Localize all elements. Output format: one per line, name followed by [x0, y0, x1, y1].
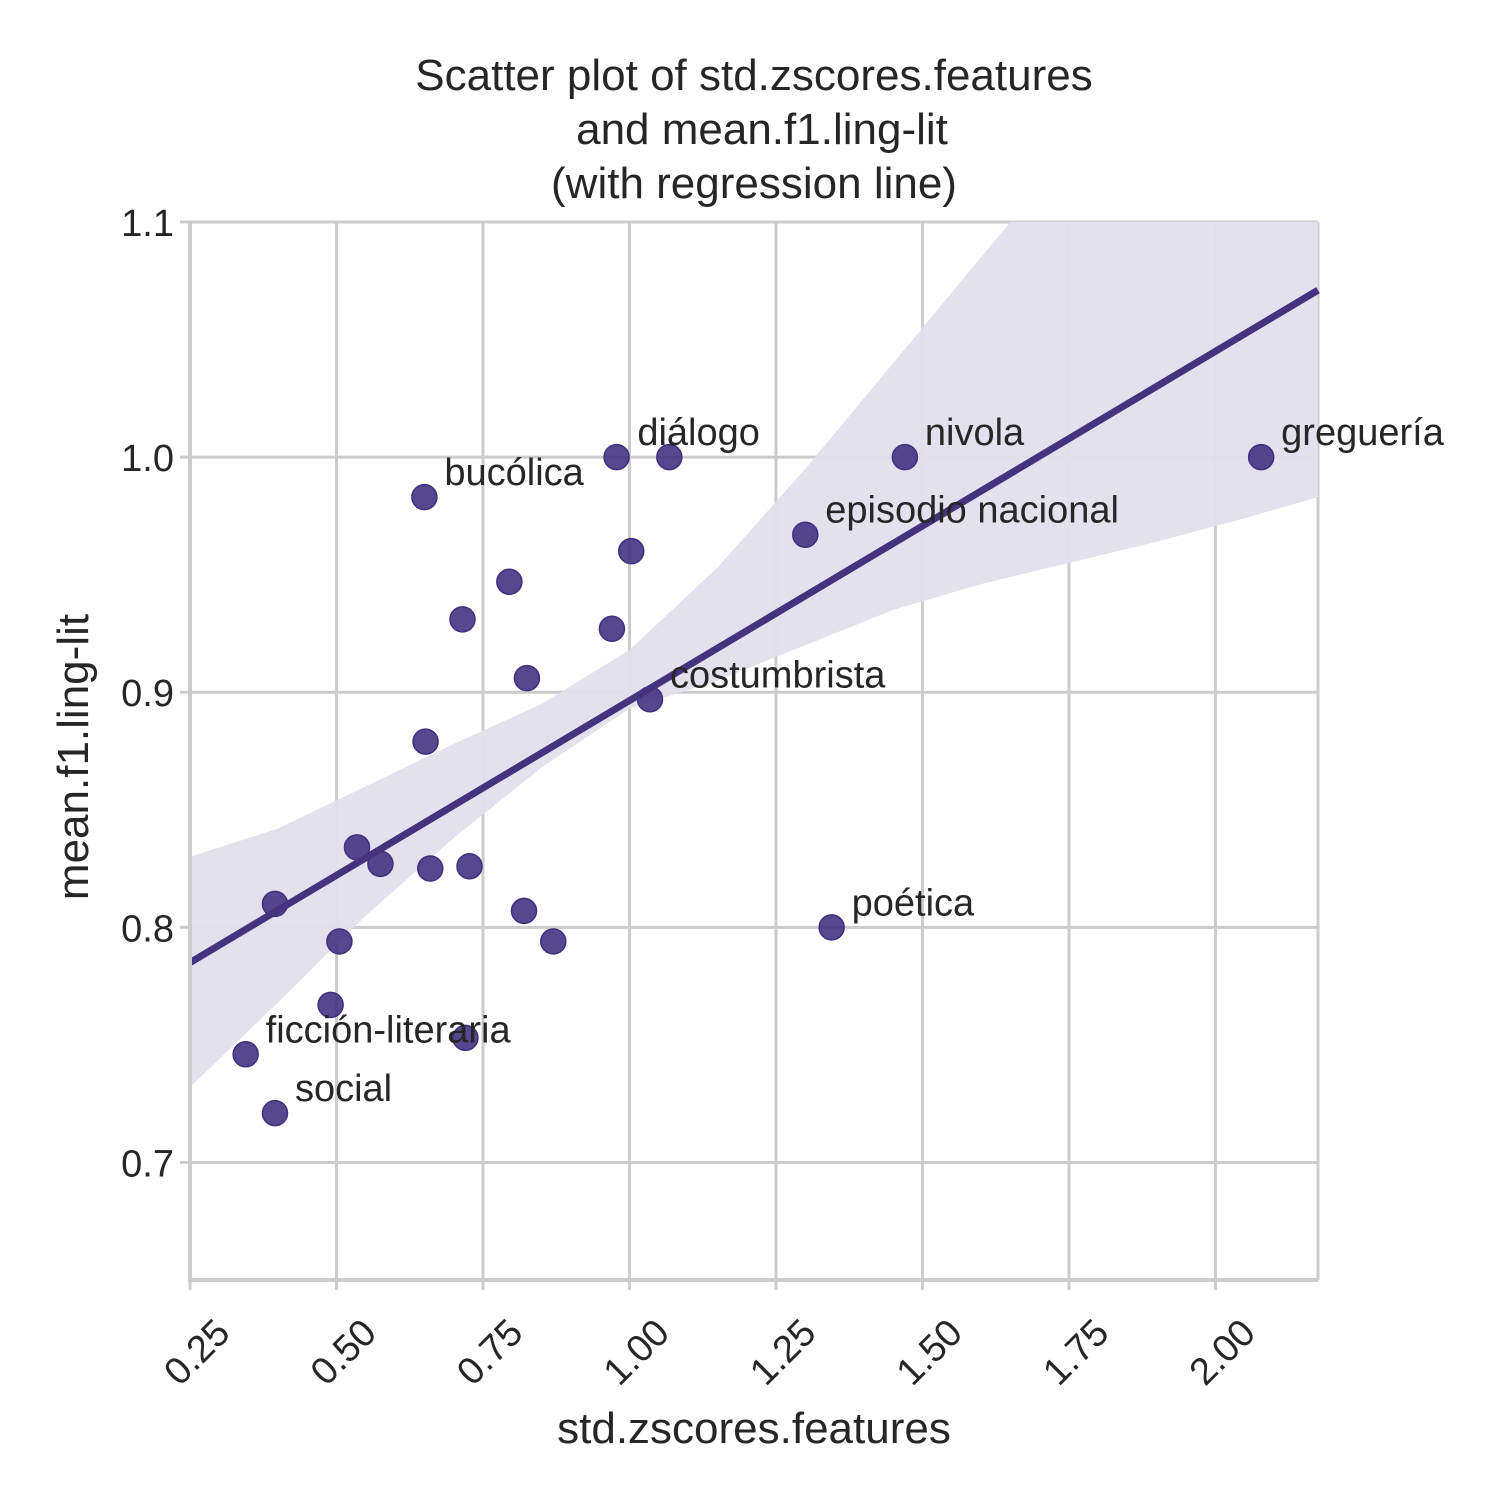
scatter-point	[411, 483, 438, 511]
point-label: diálogo	[637, 412, 760, 454]
x-tick-label: 1.00	[596, 1312, 678, 1394]
regression-line-group	[188, 287, 1320, 966]
scatter-point	[261, 1099, 289, 1127]
regression-line	[188, 287, 1320, 966]
scatter-point	[818, 914, 845, 941]
y-axis-label: mean.f1.ling-lit	[49, 614, 98, 900]
point-label: bucólica	[444, 452, 584, 494]
scatter-point	[617, 537, 645, 565]
scatter-point	[603, 443, 630, 471]
x-tick-label: 0.75	[449, 1312, 531, 1394]
confidence-band	[190, 222, 1318, 1088]
scatter-point	[317, 991, 344, 1019]
scatter-point	[412, 728, 439, 755]
point-label: ficción-literaria	[266, 1009, 512, 1051]
x-tick-labels: 0.25 0.50 0.75 1.00 1.25 1.50 1.75 2.00	[156, 1280, 1264, 1394]
scatter-point	[452, 1024, 479, 1052]
axes	[188, 222, 1318, 1282]
scatter-point	[540, 928, 567, 955]
x-tick-label: 1.25	[742, 1312, 824, 1394]
scatter-point	[449, 606, 476, 633]
point-label: social	[295, 1068, 392, 1110]
scatter-point	[1247, 443, 1275, 471]
scatter-point	[598, 615, 626, 642]
point-label: costumbrista	[670, 654, 886, 696]
scatter-point	[456, 852, 483, 880]
chart-title-line-2: and mean.f1.ling-lit	[576, 105, 948, 154]
x-tick-label: 0.25	[156, 1312, 238, 1394]
x-tick-label: 1.75	[1035, 1312, 1117, 1394]
point-labels: ficción-literaria social bucólica costumbri…	[266, 412, 1445, 1110]
scatter-point	[510, 897, 538, 925]
scatter-point	[232, 1041, 259, 1068]
y-tick-labels: 0.7 0.8 0.9 1.0 1.1	[121, 203, 190, 1185]
chart-title-line-1: Scatter plot of std.zscores.features	[415, 51, 1092, 100]
y-tick-label: 1.1	[121, 203, 174, 245]
y-tick-label: 0.8	[121, 908, 174, 950]
scatter-point	[326, 928, 353, 955]
point-label: episodio nacional	[825, 490, 1119, 532]
scatter-point	[513, 664, 541, 692]
x-tick-label: 0.50	[303, 1312, 385, 1394]
point-label: greguería	[1281, 412, 1445, 454]
scatter-point	[416, 855, 444, 882]
scatter-point	[496, 568, 523, 595]
x-axis-label: std.zscores.features	[557, 1404, 951, 1453]
scatter-point	[656, 443, 683, 471]
confidence-band-area	[190, 222, 1318, 1088]
x-tick-label: 1.50	[889, 1312, 971, 1394]
y-tick-label: 0.9	[121, 673, 174, 715]
y-tick-label: 1.0	[121, 438, 174, 480]
scatter-point	[891, 443, 919, 471]
point-label: nivola	[925, 412, 1025, 454]
scatter-point	[792, 521, 819, 548]
point-label: poética	[852, 882, 975, 924]
chart-title: Scatter plot of std.zscores.features and…	[415, 51, 1092, 208]
x-tick-label: 2.00	[1182, 1312, 1264, 1394]
chart-title-line-3: (with regression line)	[551, 159, 957, 208]
y-tick-label: 0.7	[121, 1143, 174, 1185]
